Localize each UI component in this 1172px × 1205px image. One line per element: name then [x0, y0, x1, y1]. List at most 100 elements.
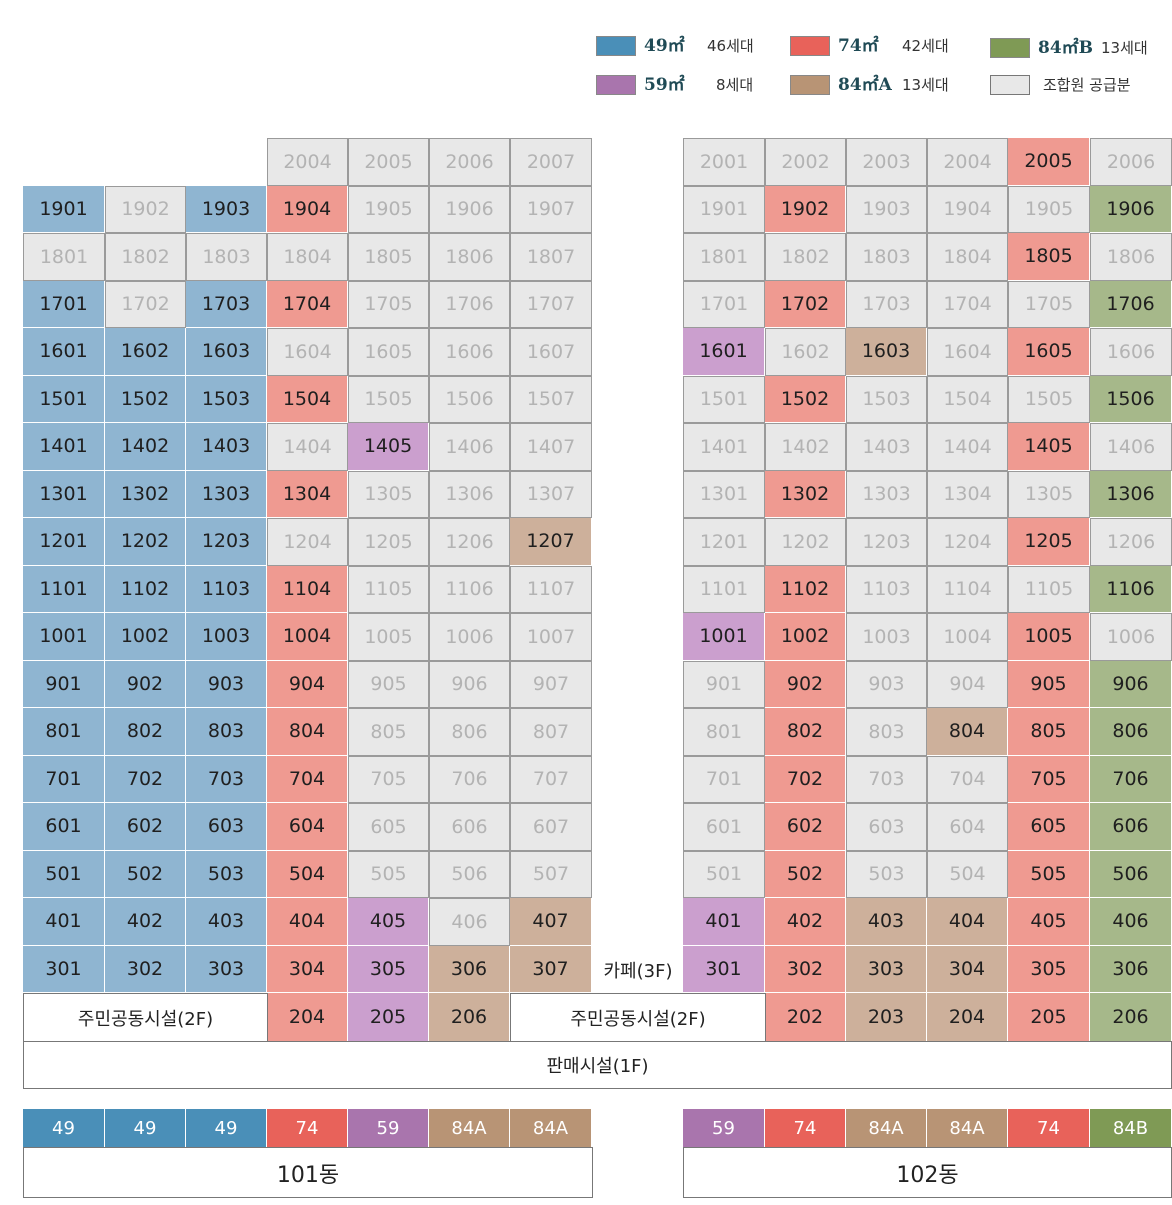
unit-cell: 1101	[23, 565, 105, 613]
legend-count-label: 조합원 공급분	[1043, 76, 1131, 94]
unit-cell: 903	[846, 660, 927, 708]
unit-cell: 605	[1008, 803, 1090, 851]
unit-cell: 1106	[429, 565, 510, 613]
unit-cell: 804	[267, 708, 348, 756]
legend-type-label: 84㎡B	[1038, 38, 1094, 58]
unit-cell: 901	[23, 660, 105, 708]
unit-cell: 206	[1090, 993, 1172, 1042]
unit-cell: 1906	[1090, 185, 1172, 233]
unit-cell: 305	[1008, 945, 1090, 993]
unit-cell: 601	[23, 803, 105, 851]
unit-cell: 901	[683, 660, 765, 708]
unit-cell: 306	[1090, 945, 1172, 993]
legend-swatch	[790, 75, 830, 95]
unit-cell: 1007	[510, 613, 592, 661]
unit-cell: 2003	[846, 138, 927, 186]
unit-cell: 907	[510, 660, 592, 708]
unit-cell: 1406	[1090, 423, 1172, 471]
unit-cell: 504	[927, 850, 1008, 898]
unit-type-cell: 84A	[429, 1109, 510, 1148]
unit-cell: 1605	[1008, 328, 1090, 376]
unit-cell: 1903	[846, 185, 927, 233]
unit-cell: 1603	[846, 328, 927, 376]
unit-type-cell: 84B	[1090, 1109, 1172, 1148]
unit-cell: 1404	[267, 423, 348, 471]
unit-cell: 702	[765, 755, 846, 803]
unit-cell: 2001	[683, 138, 765, 186]
unit-cell: 203	[846, 993, 927, 1042]
unit-cell: 1901	[683, 185, 765, 233]
unit-cell: 1405	[348, 423, 429, 471]
unit-cell: 703	[186, 755, 267, 803]
unit-cell: 1803	[186, 233, 267, 281]
unit-type-cell: 84A	[510, 1109, 592, 1148]
unit-cell: 1303	[186, 470, 267, 518]
unit-cell: 1103	[846, 565, 927, 613]
unit-cell: 1107	[510, 565, 592, 613]
unit-cell: 1405	[1008, 423, 1090, 471]
legend-item: 74㎡ 42세대	[790, 35, 970, 57]
unit-cell: 1804	[927, 233, 1008, 281]
unit-cell: 806	[1090, 708, 1172, 756]
unit-cell: 1605	[348, 328, 429, 376]
unit-cell: 402	[105, 898, 186, 946]
unit-cell: 1306	[1090, 470, 1172, 518]
unit-cell: 1701	[23, 280, 105, 328]
unit-cell: 407	[510, 898, 592, 946]
unit-cell: 202	[765, 993, 846, 1042]
unit-cell: 1301	[23, 470, 105, 518]
unit-cell: 1906	[429, 185, 510, 233]
legend-count-label: 42세대	[902, 37, 949, 55]
unit-cell: 1005	[348, 613, 429, 661]
unit-type-cell: 74	[267, 1109, 348, 1148]
unit-cell: 802	[765, 708, 846, 756]
unit-cell: 1705	[348, 280, 429, 328]
unit-cell: 804	[927, 708, 1008, 756]
legend-type-label: 74㎡	[838, 36, 879, 56]
unit-cell: 705	[1008, 755, 1090, 803]
legend-item: 84㎡A 13세대	[790, 74, 970, 96]
unit-cell: 206	[429, 993, 510, 1042]
unit-cell: 1004	[927, 613, 1008, 661]
unit-cell: 1102	[105, 565, 186, 613]
legend-type-label: 59㎡	[644, 75, 685, 95]
unit-type-cell: 49	[105, 1109, 186, 1148]
unit-cell: 807	[510, 708, 592, 756]
unit-cell: 1806	[429, 233, 510, 281]
unit-cell: 1005	[1008, 613, 1090, 661]
legend-count-label: 13세대	[902, 76, 949, 94]
unit-cell: 602	[105, 803, 186, 851]
unit-cell: 1902	[765, 185, 846, 233]
unit-cell: 1206	[1090, 518, 1172, 566]
unit-cell: 1905	[1008, 185, 1090, 233]
unit-cell: 806	[429, 708, 510, 756]
unit-cell: 305	[348, 945, 429, 993]
unit-cell: 603	[186, 803, 267, 851]
unit-cell: 503	[186, 850, 267, 898]
unit-cell: 1306	[429, 470, 510, 518]
unit-cell: 404	[267, 898, 348, 946]
unit-cell: 2004	[927, 138, 1008, 186]
unit-type-cell: 59	[348, 1109, 429, 1148]
unit-cell: 504	[267, 850, 348, 898]
unit-cell: 2007	[510, 138, 592, 186]
unit-cell: 501	[23, 850, 105, 898]
unit-cell: 1205	[1008, 518, 1090, 566]
unit-cell: 1006	[1090, 613, 1172, 661]
unit-cell: 707	[510, 755, 592, 803]
unit-cell: 1001	[23, 613, 105, 661]
unit-cell: 1003	[846, 613, 927, 661]
unit-cell: 1105	[1008, 565, 1090, 613]
unit-cell: 306	[429, 945, 510, 993]
unit-cell: 1305	[348, 470, 429, 518]
unit-cell: 1601	[683, 328, 765, 376]
unit-cell: 1307	[510, 470, 592, 518]
unit-cell: 1401	[683, 423, 765, 471]
unit-cell: 501	[683, 850, 765, 898]
unit-cell: 701	[23, 755, 105, 803]
unit-cell: 2006	[1090, 138, 1172, 186]
unit-cell: 403	[186, 898, 267, 946]
unit-cell: 705	[348, 755, 429, 803]
unit-cell: 1807	[510, 233, 592, 281]
unit-cell: 1904	[267, 185, 348, 233]
